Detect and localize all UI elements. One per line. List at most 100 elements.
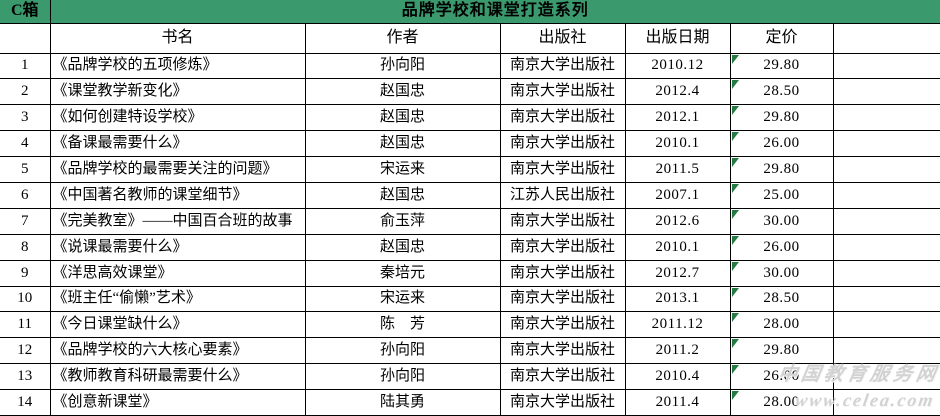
cell-book-title[interactable]: 《班主任“偷懒”艺术》 bbox=[49, 285, 306, 313]
cell-publisher[interactable]: 南京大学出版社 bbox=[499, 363, 626, 391]
cell-empty[interactable] bbox=[832, 363, 940, 391]
cell-row-number[interactable]: 6 bbox=[0, 181, 51, 209]
cell-empty[interactable] bbox=[832, 130, 940, 158]
cell-price[interactable]: 30.00 bbox=[729, 207, 834, 235]
cell-row-number[interactable]: 14 bbox=[0, 389, 51, 416]
cell-pub-date[interactable]: 2012.6 bbox=[624, 207, 731, 235]
cell-author[interactable]: 宋运来 bbox=[304, 156, 501, 183]
cell-price[interactable]: 28.50 bbox=[729, 285, 834, 313]
cell-row-number[interactable]: 13 bbox=[0, 363, 51, 391]
cell-publisher[interactable]: 南京大学出版社 bbox=[499, 78, 626, 106]
cell-book-title[interactable]: 《今日课堂缺什么》 bbox=[49, 311, 306, 339]
cell-book-title[interactable]: 《中国著名教师的课堂细节》 bbox=[49, 181, 306, 209]
cell-author[interactable]: 赵国忠 bbox=[304, 233, 501, 261]
cell-publisher[interactable]: 南京大学出版社 bbox=[499, 311, 626, 339]
cell-price[interactable]: 29.80 bbox=[729, 104, 834, 132]
cell-pub-date[interactable]: 2013.1 bbox=[624, 285, 731, 313]
cell-row-number[interactable]: 9 bbox=[0, 259, 51, 287]
cell-row-number[interactable]: 7 bbox=[0, 207, 51, 235]
cell-row-number[interactable]: 2 bbox=[0, 78, 51, 106]
header-cell-index[interactable] bbox=[0, 22, 51, 54]
cell-row-number[interactable]: 12 bbox=[0, 337, 51, 365]
cell-book-title[interactable]: 《如何创建特设学校》 bbox=[49, 104, 306, 132]
cell-publisher[interactable]: 南京大学出版社 bbox=[499, 337, 626, 365]
cell-row-number[interactable]: 5 bbox=[0, 156, 51, 183]
cell-row-number[interactable]: 1 bbox=[0, 52, 51, 80]
cell-pub-date[interactable]: 2012.1 bbox=[624, 104, 731, 132]
header-cell-book-title[interactable]: 书名 bbox=[49, 22, 306, 54]
cell-price[interactable]: 28.50 bbox=[729, 78, 834, 106]
cell-book-title[interactable]: 《品牌学校的最需要关注的问题》 bbox=[49, 156, 306, 183]
cell-book-title[interactable]: 《创意新课堂》 bbox=[49, 389, 306, 416]
cell-row-number[interactable]: 4 bbox=[0, 130, 51, 158]
cell-author[interactable]: 孙向阳 bbox=[304, 337, 501, 365]
cell-pub-date[interactable]: 2012.7 bbox=[624, 259, 731, 287]
cell-publisher[interactable]: 南京大学出版社 bbox=[499, 104, 626, 132]
cell-price[interactable]: 26.00 bbox=[729, 130, 834, 158]
cell-empty[interactable] bbox=[832, 311, 940, 339]
cell-price[interactable]: 29.80 bbox=[729, 52, 834, 80]
cell-row-number[interactable]: 3 bbox=[0, 104, 51, 132]
cell-empty[interactable] bbox=[832, 207, 940, 235]
cell-pub-date[interactable]: 2010.12 bbox=[624, 52, 731, 80]
cell-book-title[interactable]: 《洋思高效课堂》 bbox=[49, 259, 306, 287]
cell-price[interactable]: 25.00 bbox=[729, 181, 834, 209]
cell-author[interactable]: 孙向阳 bbox=[304, 363, 501, 391]
cell-author[interactable]: 赵国忠 bbox=[304, 181, 501, 209]
cell-author[interactable]: 陆其勇 bbox=[304, 389, 501, 416]
cell-row-number[interactable]: 11 bbox=[0, 311, 51, 339]
cell-pub-date[interactable]: 2010.1 bbox=[624, 233, 731, 261]
cell-empty[interactable] bbox=[832, 78, 940, 106]
cell-empty[interactable] bbox=[832, 181, 940, 209]
cell-price[interactable]: 30.00 bbox=[729, 259, 834, 287]
cell-publisher[interactable]: 南京大学出版社 bbox=[499, 233, 626, 261]
cell-book-title[interactable]: 《说课最需要什么》 bbox=[49, 233, 306, 261]
cell-empty[interactable] bbox=[832, 285, 940, 313]
cell-publisher[interactable]: 江苏人民出版社 bbox=[499, 181, 626, 209]
cell-row-number[interactable]: 8 bbox=[0, 233, 51, 261]
cell-empty[interactable] bbox=[832, 156, 940, 183]
cell-price[interactable]: 29.80 bbox=[729, 156, 834, 183]
cell-author[interactable]: 秦培元 bbox=[304, 259, 501, 287]
cell-empty[interactable] bbox=[832, 233, 940, 261]
cell-empty[interactable] bbox=[832, 259, 940, 287]
cell-author[interactable]: 宋运来 bbox=[304, 285, 501, 313]
cell-pub-date[interactable]: 2011.2 bbox=[624, 337, 731, 365]
cell-empty[interactable] bbox=[832, 337, 940, 365]
cell-publisher[interactable]: 南京大学出版社 bbox=[499, 130, 626, 158]
cell-pub-date[interactable]: 2011.5 bbox=[624, 156, 731, 183]
cell-author[interactable]: 俞玉萍 bbox=[304, 207, 501, 235]
cell-author[interactable]: 赵国忠 bbox=[304, 104, 501, 132]
cell-row-number[interactable]: 10 bbox=[0, 285, 51, 313]
cell-publisher[interactable]: 南京大学出版社 bbox=[499, 389, 626, 416]
series-title-cell[interactable]: 品牌学校和课堂打造系列 bbox=[49, 0, 940, 24]
cell-book-title[interactable]: 《品牌学校的六大核心要素》 bbox=[49, 337, 306, 365]
cell-publisher[interactable]: 南京大学出版社 bbox=[499, 207, 626, 235]
cell-author[interactable]: 赵国忠 bbox=[304, 130, 501, 158]
cell-pub-date[interactable]: 2010.4 bbox=[624, 363, 731, 391]
cell-price[interactable]: 26.00 bbox=[729, 233, 834, 261]
cell-pub-date[interactable]: 2010.1 bbox=[624, 130, 731, 158]
cell-pub-date[interactable]: 2011.12 bbox=[624, 311, 731, 339]
cell-author[interactable]: 孙向阳 bbox=[304, 52, 501, 80]
cell-price[interactable]: 26.00 bbox=[729, 363, 834, 391]
cell-price[interactable]: 29.80 bbox=[729, 337, 834, 365]
header-cell-author[interactable]: 作者 bbox=[304, 22, 501, 54]
header-cell-price[interactable]: 定价 bbox=[729, 22, 834, 54]
cell-pub-date[interactable]: 2011.4 bbox=[624, 389, 731, 416]
cell-empty[interactable] bbox=[832, 52, 940, 80]
header-cell-publisher[interactable]: 出版社 bbox=[499, 22, 626, 54]
cell-author[interactable]: 陈 芳 bbox=[304, 311, 501, 339]
cell-empty[interactable] bbox=[832, 104, 940, 132]
cell-book-title[interactable]: 《教师教育科研最需要什么》 bbox=[49, 363, 306, 391]
cell-author[interactable]: 赵国忠 bbox=[304, 78, 501, 106]
cell-book-title[interactable]: 《备课最需要什么》 bbox=[49, 130, 306, 158]
cell-price[interactable]: 28.00 bbox=[729, 389, 834, 416]
cell-pub-date[interactable]: 2007.1 bbox=[624, 181, 731, 209]
cell-publisher[interactable]: 南京大学出版社 bbox=[499, 52, 626, 80]
cell-empty[interactable] bbox=[832, 389, 940, 416]
cell-book-title[interactable]: 《课堂教学新变化》 bbox=[49, 78, 306, 106]
cell-book-title[interactable]: 《品牌学校的五项修炼》 bbox=[49, 52, 306, 80]
cell-book-title[interactable]: 《完美教室》——中国百合班的故事 bbox=[49, 207, 306, 235]
header-cell-pub-date[interactable]: 出版日期 bbox=[624, 22, 731, 54]
